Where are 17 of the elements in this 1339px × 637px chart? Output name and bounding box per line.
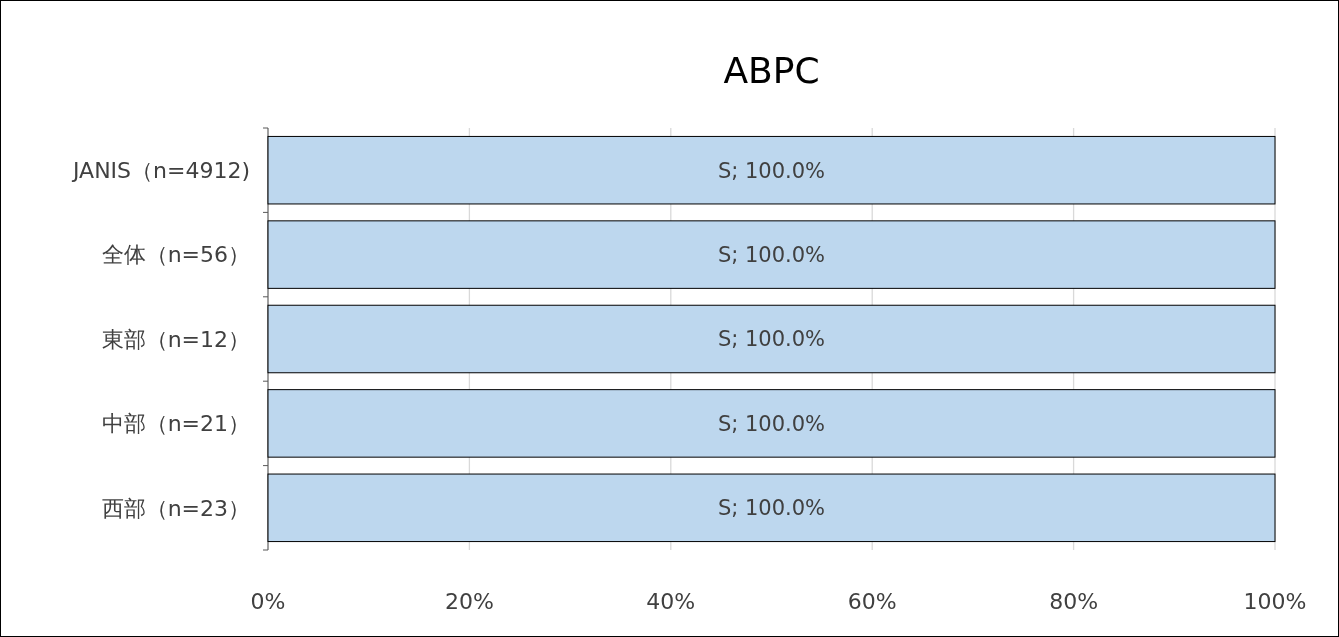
chart-title: ABPC [723,49,820,91]
y-tick-label: 西部（n=23） [101,495,250,521]
data-label: S; 100.0% [717,242,826,267]
data-label: S; 100.0% [717,411,826,436]
x-tick-label: 80% [1049,588,1099,614]
data-label: S; 100.0% [717,327,826,352]
y-tick-label: 東部（n=12） [101,326,250,352]
y-tick-label: JANIS（n=4912) [70,157,250,183]
x-tick-label: 0% [250,588,286,614]
y-tick-label: 中部（n=21） [101,411,250,437]
x-tick-label: 100% [1243,588,1307,614]
y-tick-label: 全体（n=56） [101,242,250,268]
data-label: S; 100.0% [717,496,826,521]
x-tick-label: 20% [444,588,494,614]
x-tick-label: 60% [847,588,897,614]
data-label: S; 100.0% [717,158,826,183]
x-tick-label: 40% [646,588,696,614]
